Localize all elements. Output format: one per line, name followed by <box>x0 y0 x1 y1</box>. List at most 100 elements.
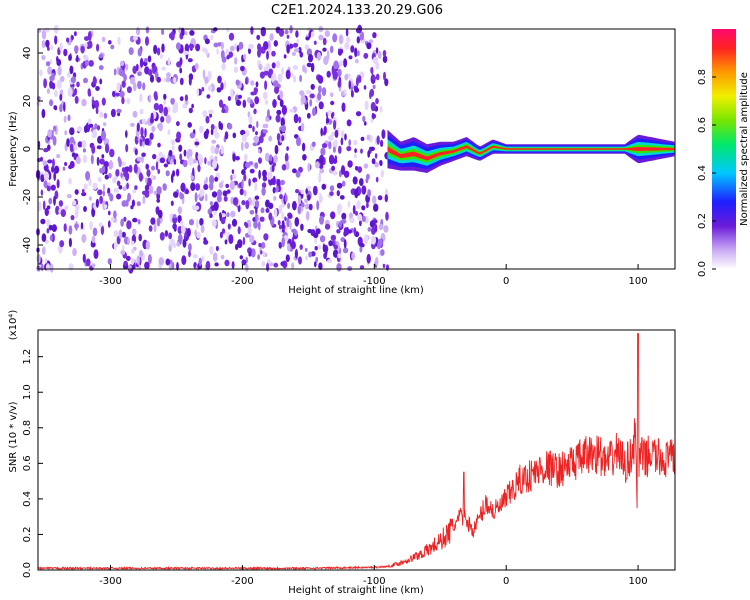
noise-speckle <box>304 198 309 203</box>
noise-speckle <box>346 145 352 152</box>
noise-speckle <box>152 153 157 160</box>
noise-speckle <box>268 68 273 74</box>
noise-speckle <box>376 135 380 145</box>
noise-speckle <box>155 161 159 171</box>
noise-speckle <box>226 212 230 218</box>
noise-speckle <box>98 222 103 228</box>
noise-speckle <box>311 142 315 147</box>
noise-speckle <box>151 165 155 171</box>
noise-speckle <box>245 263 249 272</box>
noise-speckle <box>87 31 92 41</box>
noise-speckle <box>159 157 166 164</box>
noise-speckle <box>49 75 55 82</box>
noise-speckle <box>46 205 51 210</box>
noise-speckle <box>144 189 150 198</box>
noise-speckle <box>253 220 258 229</box>
noise-speckle <box>179 77 184 86</box>
noise-speckle <box>230 210 236 218</box>
snr-x-label: Height of straight line (km) <box>288 585 424 596</box>
spectrogram-y-label: Frequency (Hz) <box>8 111 19 187</box>
noise-speckle <box>179 67 183 74</box>
noise-speckle <box>215 245 219 252</box>
noise-speckle <box>98 65 104 71</box>
noise-speckle <box>53 125 57 132</box>
noise-speckle <box>105 143 110 154</box>
noise-speckle <box>92 227 98 237</box>
noise-speckle <box>243 189 247 197</box>
noise-speckle <box>101 97 106 106</box>
noise-speckle <box>214 262 219 267</box>
noise-speckle <box>88 60 94 67</box>
noise-speckle <box>68 237 72 248</box>
noise-speckle <box>248 115 253 124</box>
noise-speckle <box>178 144 183 152</box>
noise-speckle <box>326 70 331 78</box>
noise-speckle <box>87 40 93 49</box>
noise-speckle <box>220 82 224 91</box>
noise-speckle <box>317 75 324 84</box>
noise-speckle <box>318 174 321 182</box>
noise-speckle <box>118 68 123 76</box>
noise-speckle <box>366 253 371 264</box>
noise-speckle <box>374 153 378 159</box>
noise-speckle <box>339 195 345 200</box>
noise-speckle <box>62 166 66 171</box>
noise-speckle <box>93 202 97 211</box>
noise-speckle <box>130 257 135 266</box>
noise-speckle <box>275 60 281 69</box>
noise-speckle <box>381 129 386 140</box>
noise-speckle <box>125 144 129 153</box>
noise-speckle <box>283 54 287 59</box>
noise-speckle <box>117 156 121 163</box>
noise-speckle <box>227 223 231 230</box>
chart-title: C2E1.2024.133.20.29.G06 <box>271 3 443 18</box>
noise-speckle <box>116 82 121 92</box>
noise-speckle <box>371 158 376 165</box>
noise-speckle <box>56 154 61 159</box>
noise-speckle <box>374 223 378 233</box>
noise-speckle <box>170 31 175 41</box>
noise-speckle <box>139 57 144 68</box>
noise-speckle <box>137 219 141 225</box>
noise-speckle <box>316 200 320 211</box>
noise-speckle <box>257 148 261 154</box>
noise-speckle <box>183 31 188 36</box>
noise-speckle <box>149 132 154 140</box>
noise-speckle <box>51 224 57 233</box>
noise-speckle <box>298 256 302 265</box>
colorbar-tick-label: 0.0 <box>697 261 708 277</box>
noise-speckle <box>328 240 333 247</box>
noise-speckle <box>257 254 260 260</box>
noise-speckle <box>102 190 106 197</box>
noise-speckle <box>241 259 247 266</box>
noise-speckle <box>83 125 88 133</box>
noise-speckle <box>42 160 48 166</box>
noise-speckle <box>272 187 276 194</box>
noise-speckle <box>192 254 198 259</box>
noise-speckle <box>130 122 135 127</box>
noise-speckle <box>184 94 188 101</box>
noise-speckle <box>87 88 91 96</box>
noise-speckle <box>165 258 171 266</box>
noise-speckle <box>179 192 182 197</box>
noise-speckle <box>262 251 266 257</box>
noise-speckle <box>305 255 308 261</box>
noise-speckle <box>156 217 161 227</box>
noise-speckle <box>176 131 182 140</box>
noise-speckle <box>145 36 149 46</box>
noise-speckle <box>304 247 308 252</box>
noise-speckle <box>379 160 383 167</box>
noise-speckle <box>254 96 260 105</box>
noise-speckle <box>195 151 199 161</box>
noise-speckle <box>297 195 302 205</box>
noise-speckle <box>53 195 56 206</box>
noise-speckle <box>249 210 255 215</box>
noise-speckle <box>164 230 169 237</box>
noise-speckle <box>161 43 165 53</box>
noise-speckle <box>336 190 340 197</box>
noise-speckle <box>126 86 132 94</box>
noise-speckle <box>184 188 190 195</box>
noise-speckle <box>96 43 100 52</box>
noise-speckle <box>72 200 77 206</box>
noise-speckle <box>54 165 60 174</box>
